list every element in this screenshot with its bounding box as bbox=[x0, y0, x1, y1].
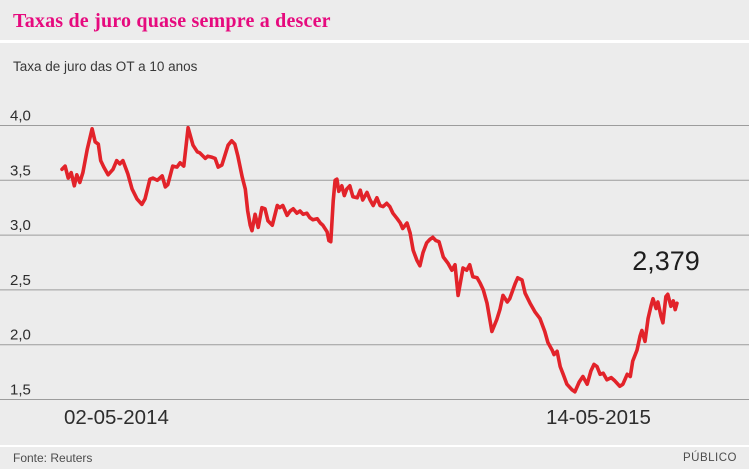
source-label: Fonte: Reuters bbox=[13, 451, 93, 465]
y-axis-tick-label: 2,5 bbox=[10, 272, 31, 289]
chart-subtitle: Taxa de juro das OT a 10 anos bbox=[13, 59, 198, 74]
rate-line-series bbox=[60, 125, 679, 394]
y-axis-tick-label: 3,5 bbox=[10, 162, 31, 179]
y-axis-tick-label: 2,0 bbox=[10, 327, 31, 344]
chart-title: Taxas de juro quase sempre a descer bbox=[13, 10, 331, 32]
brand-label: PÚBLICO bbox=[683, 452, 737, 464]
x-axis-label-end: 14-05-2015 bbox=[546, 406, 651, 429]
title-divider bbox=[0, 40, 749, 43]
x-axis-label-start: 02-05-2014 bbox=[64, 406, 169, 429]
footer-divider bbox=[0, 445, 749, 447]
y-axis-tick-label: 4,0 bbox=[10, 108, 31, 125]
y-axis-tick-label: 1,5 bbox=[10, 382, 31, 399]
last-value-annotation: 2,379 bbox=[632, 246, 700, 276]
y-axis-tick-label: 3,0 bbox=[10, 217, 31, 234]
